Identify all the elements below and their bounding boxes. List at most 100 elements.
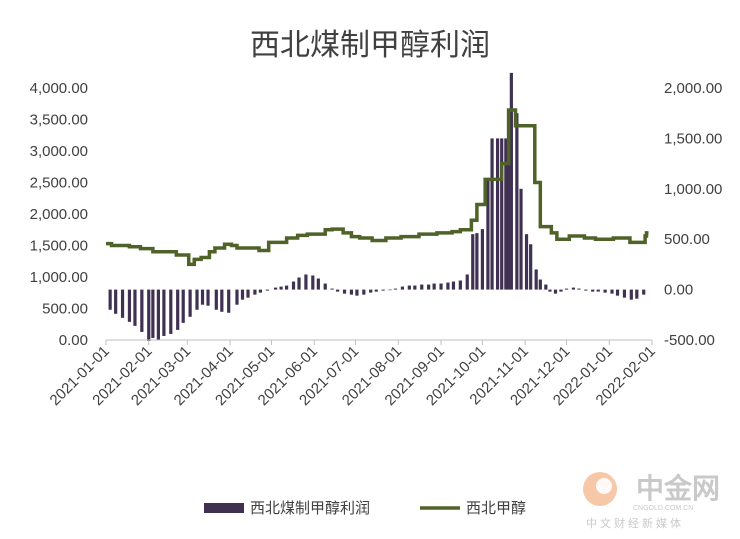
right-tick-label: 0.00	[664, 282, 693, 299]
profit-bar	[553, 289, 558, 294]
profit-bars	[108, 72, 646, 342]
left-tick-label: 3,500.00	[30, 112, 88, 129]
profit-bar	[240, 289, 245, 300]
left-tick-label: 1,000.00	[30, 269, 88, 286]
profit-bar	[162, 289, 166, 336]
profit-bar	[480, 229, 485, 290]
profit-bar	[495, 138, 500, 290]
profit-bar	[285, 285, 289, 290]
methanol-price-line	[106, 108, 649, 267]
profit-bar	[500, 138, 504, 290]
profit-bar	[571, 287, 576, 290]
profit-bar	[629, 289, 633, 300]
profit-bar	[413, 285, 417, 290]
left-tick-label: 4,000.00	[30, 80, 88, 97]
profit-bar	[369, 289, 373, 293]
profit-bar	[206, 289, 210, 306]
watermark-domain: CNGOLD.COM.CN	[633, 505, 693, 512]
profit-bar	[330, 288, 334, 290]
profit-bar	[114, 289, 118, 314]
brand-logo-inner-icon	[596, 478, 612, 494]
watermark-brand: 中金网	[636, 472, 720, 505]
profit-bar	[635, 289, 639, 299]
watermark-slogan: 中文财经新媒体	[586, 516, 684, 530]
profit-bar	[297, 277, 301, 290]
profit-bar	[610, 289, 614, 294]
left-tick-label: 2,500.00	[30, 175, 88, 192]
profit-bar	[381, 289, 385, 291]
profit-bar	[486, 178, 490, 290]
profit-bar	[475, 233, 479, 290]
profit-bar	[227, 289, 231, 313]
profit-bar	[534, 269, 538, 290]
left-tick-label: 500.00	[42, 301, 88, 318]
profit-bar	[507, 118, 511, 290]
profit-bar	[220, 289, 224, 312]
profit-bar	[509, 72, 513, 290]
profit-bar	[559, 289, 563, 292]
profit-bar	[323, 283, 327, 290]
profit-bar	[127, 289, 132, 322]
profit-bar	[538, 279, 542, 290]
profit-bar	[253, 289, 257, 295]
profit-bar	[214, 289, 218, 310]
right-tick-label: -500.00	[664, 332, 715, 349]
left-tick-label: 3,000.00	[30, 143, 88, 160]
profit-bar	[176, 289, 180, 330]
profit-bar	[235, 289, 239, 305]
profit-bar	[151, 289, 155, 338]
profit-bar	[458, 280, 462, 290]
profit-bar	[265, 289, 269, 291]
profit-bar	[246, 289, 250, 298]
legend-bar-label: 西北煤制甲醇利润	[250, 499, 370, 517]
profit-bar	[471, 234, 475, 290]
profit-bar	[393, 288, 398, 290]
profit-bar	[465, 274, 469, 290]
profit-bar	[515, 113, 519, 290]
right-tick-label: 2,000.00	[664, 80, 722, 97]
profit-bar	[169, 289, 173, 334]
profit-bar	[258, 289, 263, 293]
profit-bar	[427, 284, 431, 290]
profit-bar	[584, 289, 588, 291]
profit-bar	[400, 286, 405, 290]
profit-bar	[120, 289, 125, 318]
profit-bar	[622, 289, 627, 298]
profit-bar	[603, 289, 607, 293]
right-tick-label: 1,500.00	[664, 130, 722, 147]
profit-bar	[195, 289, 199, 310]
profit-bar	[273, 287, 278, 290]
profit-bar	[407, 285, 411, 290]
profit-bar	[311, 275, 315, 290]
profit-bar	[336, 289, 340, 292]
profit-bar	[420, 284, 424, 290]
profit-bar	[446, 282, 450, 290]
profit-bar	[108, 289, 112, 310]
profit-bar	[432, 283, 436, 290]
chart-title: 西北煤制甲醇利润	[250, 28, 490, 63]
profit-bar	[439, 283, 443, 290]
profit-bar	[544, 284, 548, 290]
profit-bar	[362, 289, 366, 295]
profit-bar	[188, 289, 192, 317]
profit-bar	[355, 289, 359, 296]
profit-bar	[388, 289, 392, 291]
right-tick-label: 1,000.00	[664, 181, 722, 198]
profit-bar	[133, 289, 137, 326]
profit-bar	[548, 289, 552, 292]
profit-bar	[291, 281, 296, 290]
profit-bar	[342, 289, 347, 294]
profit-bar	[181, 289, 185, 323]
profit-bar	[596, 289, 600, 292]
legend-bar-swatch	[204, 503, 244, 513]
profit-bar	[577, 288, 581, 290]
legend-line-label: 西北甲醇	[466, 499, 526, 517]
left-tick-label: 2,000.00	[30, 206, 88, 223]
profit-bar	[642, 289, 646, 295]
legend: 西北煤制甲醇利润 西北甲醇	[204, 499, 526, 517]
profit-bar	[490, 138, 494, 290]
right-tick-label: 500.00	[664, 231, 710, 248]
profit-bar	[279, 286, 283, 290]
